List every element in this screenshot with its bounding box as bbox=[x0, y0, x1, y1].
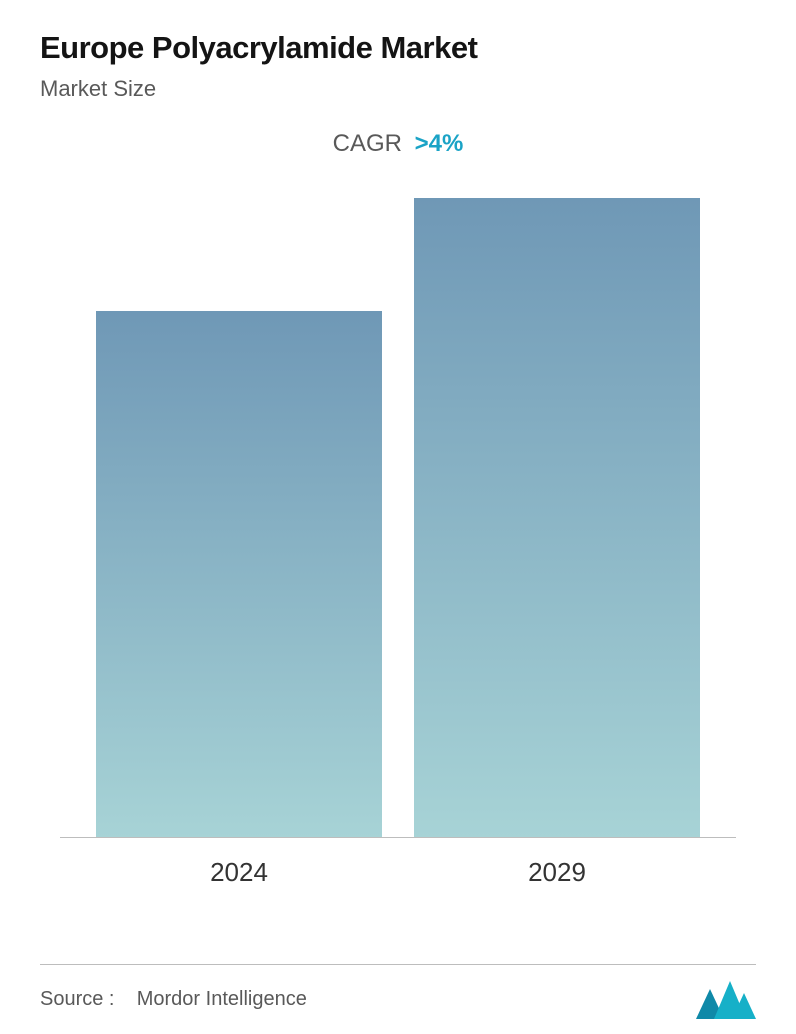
bar-wrap bbox=[96, 311, 382, 838]
bars-group bbox=[40, 198, 756, 838]
x-label: 2024 bbox=[96, 857, 382, 888]
page-title: Europe Polyacrylamide Market bbox=[40, 30, 756, 66]
x-labels-group: 2024 2029 bbox=[40, 857, 756, 888]
bar bbox=[96, 311, 382, 838]
footer: Source : Mordor Intelligence bbox=[40, 964, 756, 1034]
bar-wrap bbox=[414, 198, 700, 838]
cagr-label: CAGR bbox=[333, 130, 402, 157]
chart-container: Europe Polyacrylamide Market Market Size… bbox=[0, 0, 796, 1034]
cagr-value: >4% bbox=[415, 130, 464, 157]
x-axis-line bbox=[60, 837, 736, 838]
source-label: Source : bbox=[40, 988, 114, 1010]
source-text: Source : Mordor Intelligence bbox=[40, 988, 307, 1011]
source-name: Mordor Intelligence bbox=[137, 988, 307, 1010]
page-subtitle: Market Size bbox=[40, 76, 756, 102]
x-label: 2029 bbox=[414, 857, 700, 888]
mordor-logo-icon bbox=[696, 981, 756, 1019]
chart-area: 2024 2029 bbox=[40, 198, 756, 898]
bar bbox=[414, 198, 700, 838]
cagr-line: CAGR >4% bbox=[40, 130, 756, 158]
